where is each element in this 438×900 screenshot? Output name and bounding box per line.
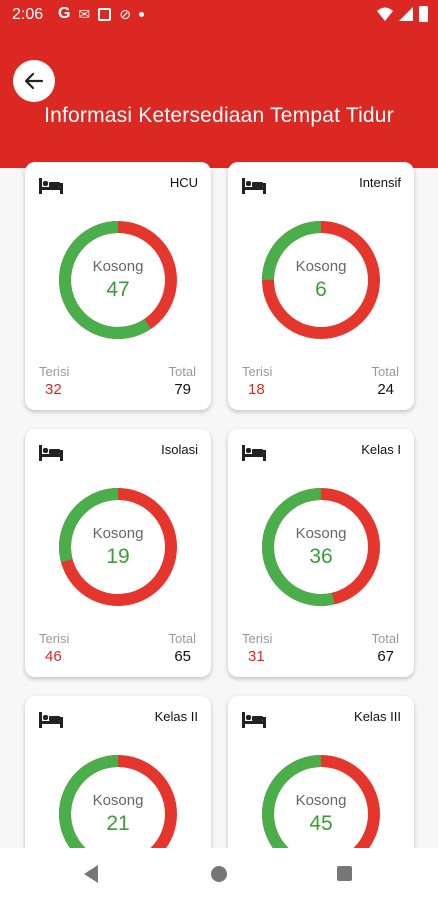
card-name: Kelas I — [361, 442, 401, 457]
signal-icon — [399, 7, 413, 21]
donut-empty-arc — [262, 221, 380, 339]
occupied-label: Terisi — [39, 631, 70, 646]
occupied-value: 32 — [45, 381, 62, 398]
empty-value: 19 — [106, 545, 130, 568]
empty-label: Kosong — [295, 525, 347, 542]
empty-label: Kosong — [92, 525, 144, 542]
bed-icon — [39, 178, 63, 194]
gmail-icon: ✉ — [78, 6, 91, 22]
total-value: 65 — [174, 648, 191, 665]
total-label: Total — [168, 631, 196, 646]
nav-back-icon[interactable] — [84, 865, 98, 883]
total-label: Total — [168, 364, 196, 379]
empty-value: 36 — [309, 545, 333, 568]
page-title: Informasi Ketersediaan Tempat Tidur — [44, 104, 394, 127]
empty-label: Kosong — [92, 792, 144, 809]
empty-label: Kosong — [295, 258, 347, 275]
bed-icon — [242, 178, 266, 194]
availability-donut — [262, 221, 380, 339]
battery-icon — [419, 6, 428, 22]
blocked-icon: ⊘ — [119, 6, 131, 22]
donut-empty-arc — [59, 221, 177, 339]
donut-empty-arc — [59, 488, 177, 606]
bed-icon — [39, 712, 63, 728]
bed-card[interactable]: Isolasi Kosong 19 Terisi 46 Total 65 — [25, 429, 211, 677]
card-name: Intensif — [359, 175, 401, 190]
empty-value: 21 — [106, 812, 130, 835]
status-bar: 2:06 G ✉ ⊘ — [0, 0, 438, 30]
occupied-label: Terisi — [242, 631, 273, 646]
bed-icon — [242, 445, 266, 461]
availability-donut — [262, 488, 380, 606]
bed-availability-grid: HCU Kosong 47 Terisi 32 Total 79 Intensi… — [0, 162, 438, 848]
bed-card[interactable]: Intensif Kosong 6 Terisi 18 Total 24 — [228, 162, 414, 410]
availability-donut — [59, 755, 177, 848]
google-icon: G — [58, 5, 71, 22]
empty-value: 47 — [106, 278, 130, 301]
card-name: Kelas III — [354, 709, 401, 724]
sim-card-icon — [98, 7, 112, 21]
card-name: Isolasi — [161, 442, 198, 457]
availability-donut — [59, 488, 177, 606]
nav-recent-icon[interactable] — [337, 866, 352, 881]
dot-icon — [138, 11, 144, 17]
donut-empty-arc — [262, 755, 380, 848]
bed-card[interactable]: Kelas II Kosong 21 — [25, 696, 211, 848]
status-time: 2:06 — [12, 6, 44, 23]
total-value: 24 — [377, 381, 394, 398]
total-label: Total — [371, 364, 399, 379]
card-name: HCU — [169, 175, 198, 190]
occupied-value: 46 — [45, 648, 62, 665]
occupied-label: Terisi — [39, 364, 70, 379]
total-label: Total — [371, 631, 399, 646]
navigation-bar — [0, 848, 438, 900]
bed-card[interactable]: HCU Kosong 47 Terisi 32 Total 79 — [25, 162, 211, 410]
empty-label: Kosong — [92, 258, 144, 275]
bed-icon — [39, 445, 63, 461]
occupied-value: 31 — [248, 648, 265, 665]
bed-card[interactable]: Kelas III Kosong 45 — [228, 696, 414, 848]
occupied-value: 18 — [248, 381, 265, 398]
donut-empty-arc — [262, 488, 380, 606]
empty-value: 45 — [309, 812, 333, 835]
availability-donut — [59, 221, 177, 339]
bed-icon — [242, 712, 266, 728]
nav-home-icon[interactable] — [211, 866, 227, 882]
arrow-left-icon — [24, 72, 44, 90]
empty-value: 6 — [315, 278, 327, 301]
occupied-label: Terisi — [242, 364, 273, 379]
total-value: 79 — [174, 381, 191, 398]
app-header: 2:06 G ✉ ⊘ Informasi Ketersediaan Tempat… — [0, 0, 438, 168]
card-name: Kelas II — [154, 709, 198, 724]
back-button[interactable] — [13, 60, 55, 102]
availability-donut — [262, 755, 380, 848]
wifi-icon — [377, 7, 393, 21]
bed-card[interactable]: Kelas I Kosong 36 Terisi 31 Total 67 — [228, 429, 414, 677]
total-value: 67 — [377, 648, 394, 665]
donut-empty-arc — [59, 755, 177, 848]
empty-label: Kosong — [295, 792, 347, 809]
